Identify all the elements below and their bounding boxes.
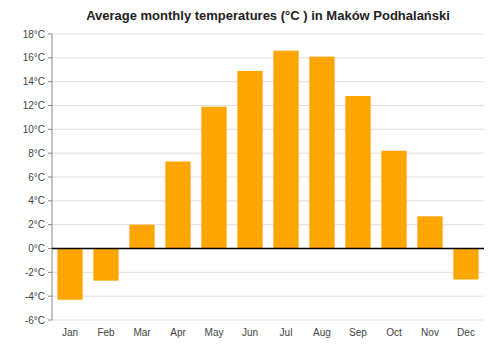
y-tick-label: 2°C: [28, 219, 45, 230]
grid-line: [52, 248, 484, 249]
y-tick: [48, 153, 52, 154]
bar: [201, 107, 226, 249]
y-tick-label: 16°C: [23, 52, 45, 63]
y-tick: [48, 34, 52, 35]
y-tick-label: -2°C: [25, 267, 45, 278]
y-tick: [48, 224, 52, 225]
x-tick-label: Jun: [242, 327, 258, 338]
y-tick: [48, 272, 52, 273]
y-tick-label: 12°C: [23, 100, 45, 111]
x-tick-label: Mar: [133, 327, 151, 338]
y-tick-label: 4°C: [28, 195, 45, 206]
y-tick-label: 6°C: [28, 172, 45, 183]
bar: [345, 96, 370, 249]
y-tick-label: 14°C: [23, 76, 45, 87]
grid-line: [52, 34, 484, 35]
x-tick-label: Jul: [280, 327, 293, 338]
bar: [93, 249, 118, 281]
y-tick: [48, 81, 52, 82]
y-tick: [48, 177, 52, 178]
grid-line: [52, 105, 484, 106]
bar: [129, 225, 154, 249]
y-tick-label: 10°C: [23, 124, 45, 135]
x-tick-label: May: [205, 327, 224, 338]
grid-line: [52, 81, 484, 82]
x-tick-label: Nov: [421, 327, 439, 338]
grid: [52, 34, 484, 320]
title: Average monthly temperatures (°C ) in Ma…: [86, 8, 450, 23]
y-tick-label: -4°C: [25, 291, 45, 302]
y-tick-label: 18°C: [23, 29, 45, 40]
grid-line: [52, 296, 484, 297]
bar: [237, 71, 262, 249]
x-tick-label: Aug: [313, 327, 331, 338]
x-tick-label: Sep: [349, 327, 367, 338]
bars: [57, 51, 478, 300]
zero-line: [52, 248, 484, 250]
chart-container: Average monthly temperatures (°C ) in Ma…: [0, 0, 500, 350]
y-tick: [48, 57, 52, 58]
grid-line: [52, 320, 484, 321]
y-axis: -6°C -4°C -2°C 0°C 2°C 4°C 6°C 8°C 10°C 12°C 14°C 1…: [23, 29, 52, 326]
bar: [417, 216, 442, 248]
x-tick-label: Feb: [97, 327, 115, 338]
y-tick: [48, 320, 52, 321]
grid-line: [52, 57, 484, 58]
y-tick-label: -6°C: [25, 315, 45, 326]
y-tick: [48, 200, 52, 201]
bar: [57, 249, 82, 300]
y-tick: [48, 105, 52, 106]
y-tick: [48, 248, 52, 249]
chart: Average monthly temperatures (°C ) in Ma…: [0, 0, 500, 350]
bar: [309, 57, 334, 249]
x-tick-label: Jan: [62, 327, 78, 338]
y-tick: [48, 296, 52, 297]
grid-line: [52, 129, 484, 130]
y-tick: [48, 129, 52, 130]
bar: [273, 51, 298, 249]
grid-line: [52, 177, 484, 178]
bar: [453, 249, 478, 280]
x-tick-label: Dec: [457, 327, 475, 338]
bar: [165, 162, 190, 249]
grid-line: [52, 153, 484, 154]
y-tick-label: 8°C: [28, 148, 45, 159]
y-axis-line: [52, 34, 53, 320]
x-tick-label: Oct: [386, 327, 402, 338]
bar: [381, 151, 406, 249]
x-tick-label: Apr: [170, 327, 186, 338]
grid-line: [52, 200, 484, 201]
x-axis: Jan Feb Mar Apr May Jun Jul Aug Sep Oct Nov Dec: [62, 327, 475, 338]
y-tick-label: 0°C: [28, 243, 45, 254]
